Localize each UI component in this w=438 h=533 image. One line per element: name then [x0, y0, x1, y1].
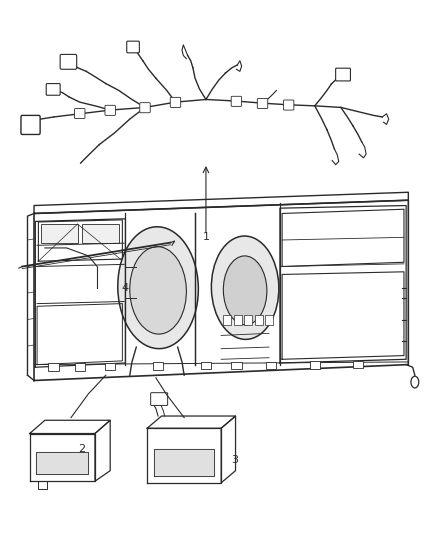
Bar — [201, 362, 211, 369]
Bar — [105, 363, 116, 370]
Bar — [48, 364, 59, 371]
Ellipse shape — [118, 227, 198, 349]
Bar — [353, 361, 364, 368]
FancyBboxPatch shape — [257, 99, 268, 109]
Bar — [255, 316, 263, 325]
FancyBboxPatch shape — [140, 103, 150, 113]
FancyBboxPatch shape — [74, 109, 85, 118]
Bar — [234, 316, 242, 325]
Bar — [82, 224, 119, 243]
Bar — [74, 363, 85, 370]
Polygon shape — [36, 452, 88, 474]
Text: 4: 4 — [122, 282, 129, 293]
FancyBboxPatch shape — [336, 68, 350, 81]
Bar — [265, 316, 273, 325]
Ellipse shape — [212, 236, 279, 340]
FancyBboxPatch shape — [60, 54, 77, 69]
Bar — [244, 316, 252, 325]
Polygon shape — [154, 449, 214, 476]
Bar — [223, 316, 231, 325]
FancyBboxPatch shape — [283, 100, 294, 110]
Ellipse shape — [130, 247, 187, 334]
Ellipse shape — [223, 256, 267, 325]
Bar — [231, 362, 242, 369]
Text: 3: 3 — [231, 455, 238, 465]
FancyBboxPatch shape — [21, 115, 40, 134]
FancyBboxPatch shape — [231, 96, 242, 107]
FancyBboxPatch shape — [127, 41, 139, 53]
FancyBboxPatch shape — [46, 84, 60, 95]
Bar — [266, 361, 276, 369]
Bar — [41, 224, 78, 243]
Text: 1: 1 — [202, 232, 209, 243]
FancyBboxPatch shape — [105, 106, 116, 115]
Text: 2: 2 — [78, 445, 85, 455]
FancyBboxPatch shape — [151, 393, 168, 406]
Bar — [153, 362, 163, 370]
FancyBboxPatch shape — [170, 98, 181, 108]
Bar — [310, 361, 320, 368]
Ellipse shape — [411, 376, 419, 388]
